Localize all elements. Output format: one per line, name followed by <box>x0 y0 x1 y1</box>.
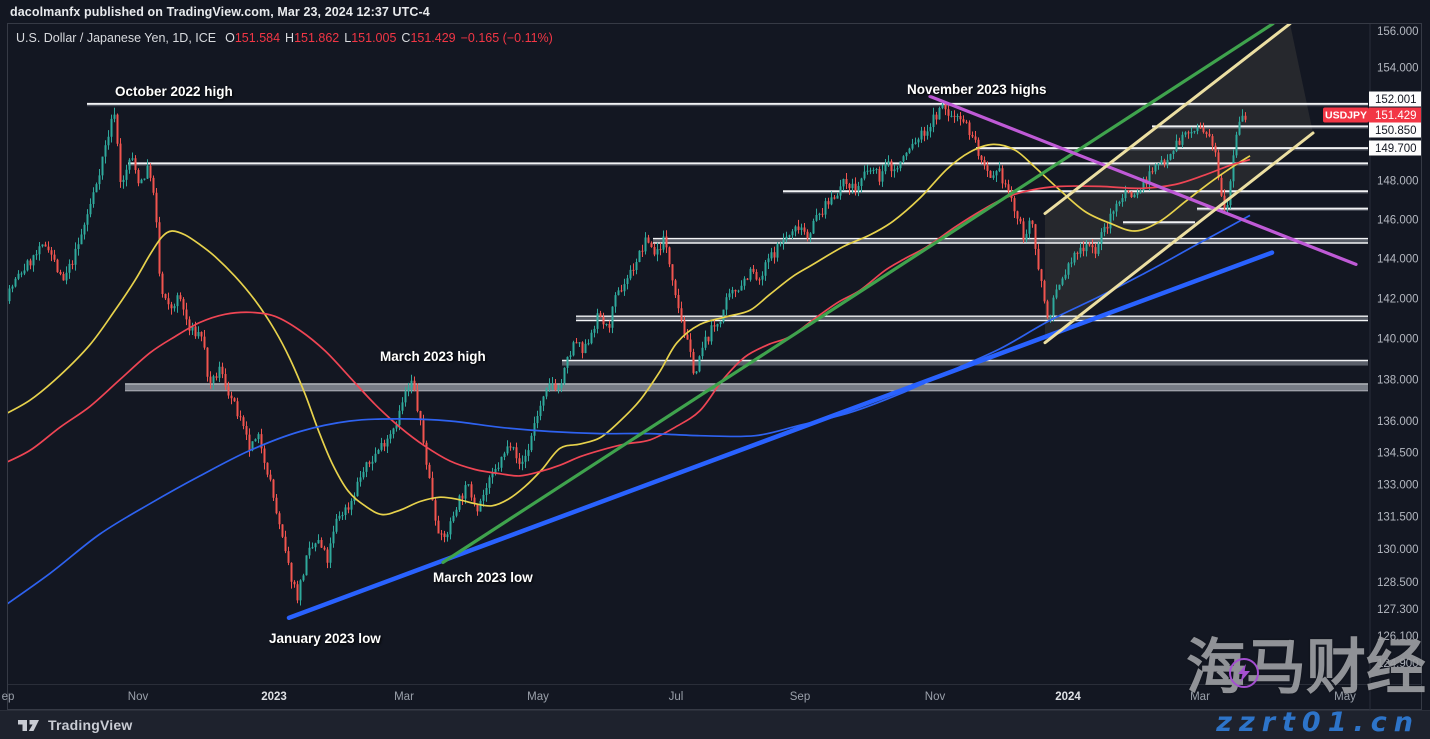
trendline-uptrend-from-jan-2023-low[interactable] <box>286 250 1275 621</box>
time-tick-2023: 2023 <box>261 691 287 703</box>
price-badge-152.001: 152.001 <box>1369 91 1421 107</box>
trendline-downtrend-from-nov-2023[interactable] <box>928 94 1358 266</box>
down-candle-bodies <box>29 104 1247 601</box>
time-tick-Mar: Mar <box>1190 691 1210 703</box>
up-candle-wicks <box>9 102 1243 606</box>
price-badge-151.429: USDJPY 151.429 <box>1323 107 1421 123</box>
price-tick-label: 131.500 <box>1377 512 1419 524</box>
level-mar-2024-low[interactable] <box>1197 207 1368 211</box>
trendline-channel-upper[interactable] <box>1043 24 1292 215</box>
candles-layer <box>8 102 1247 606</box>
price-axis[interactable]: 156.000 154.000 148.000 146.000 144.000 142.0… <box>1377 26 1419 670</box>
level-jun-2023-shelf[interactable] <box>576 315 1368 322</box>
down-candle-wicks <box>30 103 1246 604</box>
pane-content <box>0 24 1368 621</box>
price-tick-label: 126.100 <box>1377 631 1419 643</box>
time-tick-May: May <box>1334 691 1356 703</box>
time-tick-Nov: Nov <box>924 691 946 703</box>
watermark-site-name: 海马财经 <box>1186 633 1426 703</box>
annotation-label[interactable]: March 2023 low <box>433 570 533 585</box>
svg-text:149.700: 149.700 <box>1375 143 1417 155</box>
symbol-title: U.S. Dollar / Japanese Yen, 1D, ICE <box>16 30 217 45</box>
watermark-site-url: zzrt01.cn <box>1216 707 1420 738</box>
time-tick-Sep: Sep <box>789 691 811 703</box>
publish-text: dacolmanfx published on TradingView.com,… <box>10 4 430 19</box>
price-tick-label: 127.300 <box>1377 604 1419 616</box>
annotation-label[interactable]: March 2023 high <box>380 349 486 364</box>
level-long-support-band[interactable] <box>125 383 1368 392</box>
ohlc-high: H151.862 <box>285 30 340 45</box>
price-tick-label: 134.500 <box>1377 448 1419 460</box>
price-badge-150.850: 150.850 <box>1369 122 1421 138</box>
level-long-resistance[interactable] <box>128 162 1368 166</box>
price-tick-label: 128.500 <box>1377 577 1419 589</box>
price-tick-label: 140.000 <box>1377 334 1419 346</box>
time-axis[interactable]: ep Nov 2023 Mar May Jul Sep Nov 2024 Mar May <box>2 684 1422 710</box>
up-candle-bodies <box>8 104 1244 601</box>
svg-text:USDJPY: USDJPY <box>1325 110 1367 122</box>
annotation-label[interactable]: January 2023 low <box>269 631 381 646</box>
tradingview-brand-text[interactable]: TradingView <box>48 717 133 733</box>
time-tick-ep: ep <box>1 691 15 703</box>
ohlc-close: C151.429 <box>401 30 456 45</box>
tradingview-logo-icon[interactable] <box>18 718 40 733</box>
level-jul-2023-shelf[interactable] <box>653 237 1368 244</box>
level-feb-2024-high[interactable] <box>1152 125 1368 129</box>
svg-text:151.429: 151.429 <box>1375 110 1417 122</box>
price-tick-label: 136.000 <box>1377 416 1419 428</box>
trendline-uptrend-from-march-2023-low[interactable] <box>441 24 1275 565</box>
svg-text:152.001: 152.001 <box>1375 94 1417 106</box>
price-tick-label: 144.000 <box>1377 254 1419 266</box>
annotations: October 2022 high November 2023 highs Marc… <box>115 82 1047 646</box>
annotation-label[interactable]: November 2023 highs <box>907 82 1047 97</box>
ohlc-open: O151.584 <box>225 30 281 45</box>
price-badge-149.700: 149.700 <box>1369 140 1421 156</box>
price-tick-label: 154.000 <box>1377 63 1419 75</box>
sma-50-line[interactable] <box>0 143 1251 516</box>
price-tick-label: 124.900 <box>1377 658 1419 670</box>
time-tick-Jul: Jul <box>668 691 684 703</box>
price-tick-label: 156.000 <box>1377 26 1419 38</box>
publish-attribution: dacolmanfx published on TradingView.com,… <box>0 0 1430 23</box>
level-october-2022-high[interactable] <box>87 102 1368 107</box>
watermark-lightning-icon <box>1229 658 1259 688</box>
level-march-2023-high[interactable] <box>562 359 1368 366</box>
annotation-label[interactable]: October 2022 high <box>115 84 233 99</box>
time-tick-May: May <box>527 691 549 703</box>
level-nov-retrace[interactable] <box>976 147 1368 151</box>
price-tick-label: 138.000 <box>1377 374 1419 386</box>
symbol-legend: U.S. Dollar / Japanese Yen, 1D, ICE O151… <box>16 29 553 46</box>
price-badges: 152.001 USDJPY 151.429 150.850 149.700 <box>1323 91 1421 156</box>
ohlc-low: L151.005 <box>344 30 397 45</box>
svg-text:150.850: 150.850 <box>1375 125 1417 137</box>
time-tick-Nov: Nov <box>127 691 149 703</box>
price-tick-label: 146.000 <box>1377 214 1419 226</box>
price-tick-label: 133.000 <box>1377 479 1419 491</box>
price-tick-label: 130.000 <box>1377 544 1419 556</box>
trendline-channel-lower[interactable] <box>1043 131 1315 345</box>
change-value: −0.165 (−0.11%) <box>460 30 553 45</box>
time-tick-Mar: Mar <box>394 691 414 703</box>
time-tick-2024: 2024 <box>1055 691 1081 703</box>
tradingview-attribution-bar: TradingView <box>0 710 1430 739</box>
sma-200-line[interactable] <box>0 214 1251 608</box>
trendlines <box>286 24 1358 621</box>
price-tick-label: 148.000 <box>1377 176 1419 188</box>
price-tick-label: 142.000 <box>1377 293 1419 305</box>
